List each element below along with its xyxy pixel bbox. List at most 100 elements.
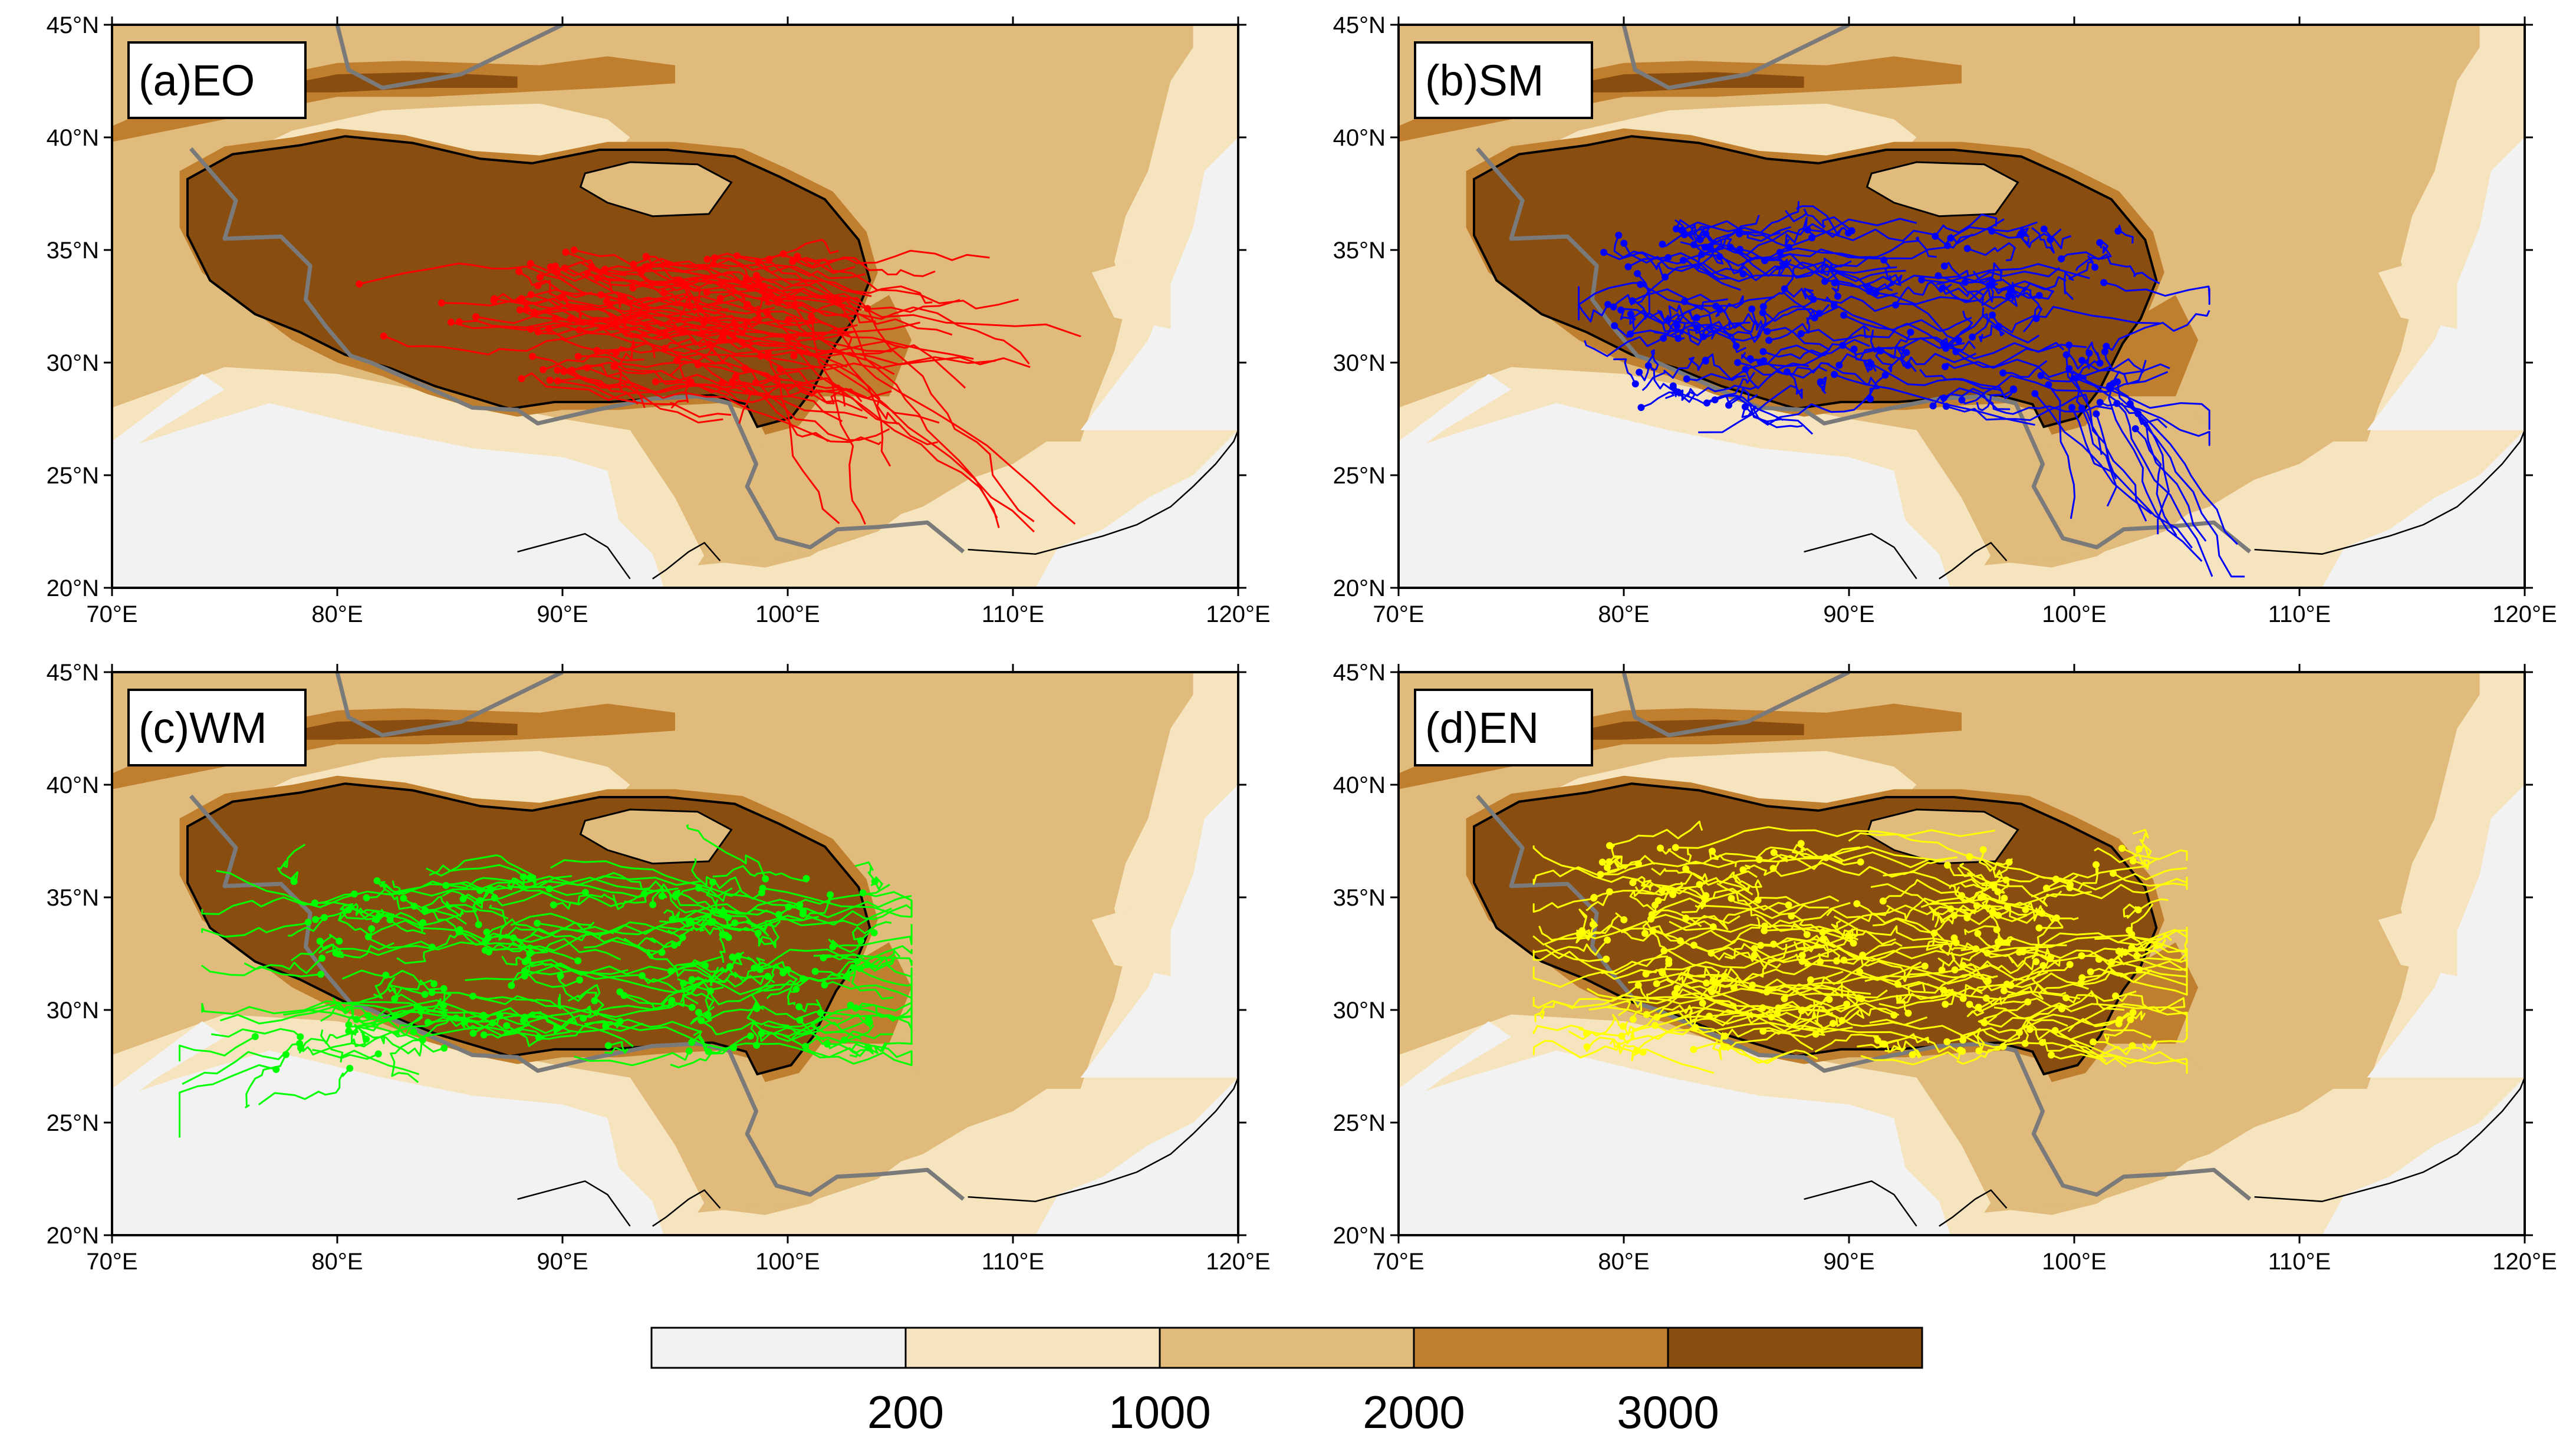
trajectory bbox=[2081, 360, 2170, 375]
trajectory-genesis-point bbox=[716, 294, 724, 302]
trajectory bbox=[1810, 959, 1871, 985]
trajectory bbox=[2061, 251, 2160, 285]
trajectory bbox=[1857, 1040, 1922, 1058]
trajectory bbox=[659, 899, 800, 923]
trajectory-genesis-point bbox=[1712, 302, 1720, 310]
trajectory-genesis-point bbox=[391, 995, 399, 1003]
trajectory-genesis-point bbox=[1963, 245, 1971, 252]
trajectory bbox=[1686, 363, 1828, 381]
trajectory bbox=[751, 963, 784, 1011]
trajectory-genesis-point bbox=[1940, 986, 1947, 994]
trajectory-genesis-point bbox=[311, 899, 318, 907]
trajectory bbox=[341, 969, 435, 986]
trajectory-genesis-point bbox=[1759, 309, 1766, 317]
trajectory bbox=[2128, 903, 2153, 932]
trajectory bbox=[780, 363, 899, 425]
trajectory-genesis-point bbox=[1604, 936, 1611, 944]
trajectory bbox=[2063, 255, 2096, 300]
trajectory bbox=[1921, 263, 2090, 284]
terrain-yunnan-plateau bbox=[1984, 385, 2210, 565]
trajectory bbox=[1978, 850, 2078, 884]
trajectory-genesis-point bbox=[2019, 230, 2026, 238]
trajectory bbox=[179, 1064, 277, 1138]
trajectory bbox=[1945, 310, 1973, 350]
terrain-sea bbox=[1035, 1077, 1238, 1235]
trajectory bbox=[2022, 929, 2188, 953]
trajectory-genesis-point bbox=[574, 353, 582, 360]
trajectory-genesis-point bbox=[2032, 315, 2040, 323]
trajectory bbox=[677, 962, 768, 985]
trajectory bbox=[1708, 237, 1732, 250]
trajectory bbox=[2103, 1019, 2131, 1043]
trajectory bbox=[1766, 327, 1831, 351]
lon-tick-label: 120°E bbox=[1206, 1249, 1270, 1275]
trajectory-genesis-point bbox=[2019, 948, 2027, 956]
trajectory-genesis-point bbox=[1637, 404, 1645, 412]
trajectory-genesis-point bbox=[515, 268, 523, 275]
trajectory-genesis-point bbox=[703, 289, 710, 297]
national-border-north bbox=[335, 672, 564, 738]
trajectory-genesis-point bbox=[588, 263, 596, 271]
trajectory-genesis-point bbox=[440, 1002, 448, 1009]
trajectory-genesis-point bbox=[1989, 311, 1996, 319]
colorbar-segment bbox=[1413, 1327, 1669, 1369]
trajectory-genesis-point bbox=[800, 908, 807, 916]
trajectory-genesis-point bbox=[531, 308, 538, 316]
trajectory-genesis-point bbox=[2112, 992, 2120, 1000]
trajectory bbox=[480, 880, 733, 901]
terrain-qaidam-basin bbox=[580, 162, 732, 216]
national-border-north bbox=[335, 25, 564, 90]
trajectory-genesis-point bbox=[1597, 871, 1604, 878]
trajectory-genesis-point bbox=[373, 916, 380, 923]
lat-tick-label: 30°N bbox=[47, 350, 99, 376]
trajectory bbox=[1842, 337, 1965, 356]
lon-tick-label: 80°E bbox=[311, 1249, 363, 1275]
trajectory-genesis-point bbox=[1583, 1043, 1591, 1051]
trajectory-genesis-point bbox=[640, 890, 648, 898]
terrain-pakistan-plain bbox=[112, 374, 225, 464]
trajectory-genesis-point bbox=[795, 1003, 803, 1011]
trajectory bbox=[518, 271, 593, 298]
trajectory bbox=[358, 1028, 445, 1057]
trajectory bbox=[359, 262, 565, 285]
trajectory bbox=[754, 945, 913, 969]
trajectory-genesis-point bbox=[1822, 854, 1830, 861]
trajectory-genesis-point bbox=[2078, 974, 2086, 982]
trajectory bbox=[1960, 947, 2037, 970]
trajectory bbox=[2093, 1032, 2188, 1052]
trajectory-genesis-point bbox=[1709, 977, 1717, 985]
trajectory bbox=[527, 959, 629, 975]
trajectory bbox=[1532, 950, 1607, 962]
trajectory-genesis-point bbox=[2114, 228, 2122, 235]
trajectory bbox=[288, 917, 325, 937]
trajectory-genesis-point bbox=[410, 903, 418, 910]
trajectory-genesis-point bbox=[2135, 845, 2143, 853]
trajectory bbox=[613, 366, 843, 422]
trajectory-genesis-point bbox=[2101, 348, 2108, 356]
trajectory bbox=[1708, 849, 1737, 867]
trajectory-genesis-point bbox=[1624, 263, 1632, 271]
trajectory-genesis-point bbox=[1785, 901, 1792, 909]
trajectory bbox=[591, 265, 802, 309]
trajectory-genesis-point bbox=[1648, 911, 1656, 919]
trajectory bbox=[1894, 281, 1953, 306]
coastline-2 bbox=[968, 1077, 1238, 1202]
trajectory bbox=[1640, 284, 1775, 307]
trajectory-genesis-point bbox=[2131, 425, 2139, 433]
trajectory-genesis-point bbox=[853, 957, 861, 965]
trajectory-genesis-point bbox=[1590, 894, 1598, 901]
colorbar-label: 2000 bbox=[1363, 1386, 1465, 1435]
trajectory-genesis-point bbox=[1798, 1006, 1806, 1014]
trajectory bbox=[587, 367, 882, 445]
trajectory-genesis-point bbox=[1739, 270, 1747, 278]
trajectory bbox=[379, 901, 464, 927]
trajectory bbox=[1976, 389, 2015, 412]
trajectory bbox=[1664, 929, 1855, 952]
trajectory bbox=[1621, 1027, 1636, 1045]
trajectory bbox=[1686, 896, 1840, 930]
terrain-india-plain bbox=[112, 1050, 664, 1235]
trajectory bbox=[2081, 952, 2188, 978]
terrain-east-plain bbox=[1080, 785, 1238, 1078]
trajectory-genesis-point bbox=[835, 297, 843, 305]
trajectory-genesis-point bbox=[1603, 955, 1610, 963]
